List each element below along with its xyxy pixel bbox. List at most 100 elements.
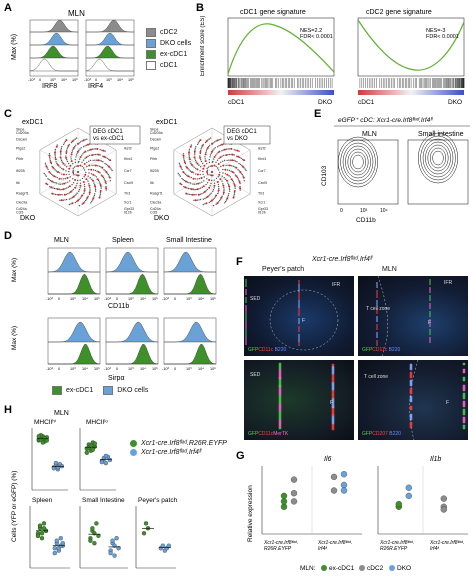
panel-c-left-box	[89, 125, 141, 145]
gene-dot	[220, 165, 222, 168]
gene-dot	[88, 168, 90, 171]
gene-dot	[70, 141, 73, 144]
hist-tick: 10³	[186, 297, 192, 301]
gene-dot	[213, 197, 215, 199]
gene-dot	[188, 193, 191, 196]
panel-g-scatter: Relative expression Il6 Il1b Xcr1-cre.Ir…	[247, 456, 468, 572]
cell-dot	[278, 390, 282, 394]
gene-dot	[48, 153, 51, 155]
swatch	[146, 28, 156, 37]
gene-dot	[48, 179, 50, 181]
gene-dot	[54, 151, 56, 154]
gene-dot	[87, 150, 89, 152]
gene-dot	[196, 173, 199, 176]
gene-dot	[79, 184, 82, 187]
gene-dot	[188, 156, 191, 159]
cell-dot	[245, 307, 247, 309]
legend-text: DKO cells	[160, 40, 192, 47]
cell-dot	[331, 389, 335, 393]
contour-line	[425, 141, 451, 175]
data-point	[110, 538, 115, 543]
gene-dot	[228, 190, 231, 192]
gene-dot	[63, 193, 66, 196]
cell-dot	[331, 423, 335, 427]
gene-dot	[232, 165, 234, 167]
gene-dot	[87, 155, 89, 157]
gene-dot	[85, 178, 88, 181]
label-f: F	[446, 400, 450, 406]
panel-b-ylabel: Enrichment score (ES)	[200, 16, 206, 76]
hist-tick: -10³	[162, 297, 169, 301]
gene-dot	[109, 180, 112, 182]
gene-label: Pilrb	[16, 157, 23, 161]
gene-dot	[205, 202, 208, 205]
gene-dot	[194, 178, 196, 180]
cell-dot	[298, 300, 300, 302]
gene-dot	[229, 176, 232, 178]
gene-dot	[63, 142, 66, 144]
cell-dot	[462, 396, 466, 400]
cell-dot	[376, 308, 378, 310]
gene-dot	[202, 198, 205, 200]
gene-dot	[221, 155, 223, 157]
gene-dot	[187, 175, 190, 178]
gene-dot	[102, 149, 105, 152]
cell-dot	[376, 342, 378, 344]
gene-dot	[56, 163, 59, 166]
gene-dot	[214, 147, 216, 149]
panel-b-right-frame	[357, 17, 465, 77]
gene-dot	[53, 193, 55, 195]
gene-dot	[228, 169, 231, 172]
gene-dot	[50, 173, 53, 175]
gene-dot	[188, 153, 190, 156]
gene-dot	[221, 195, 223, 197]
gene-dot	[217, 201, 220, 203]
hist-curve	[86, 32, 134, 46]
gene-dot	[210, 192, 212, 194]
hist-tick: 0	[95, 78, 97, 82]
label-ifr: IFR	[444, 280, 453, 286]
cell-dot	[331, 369, 335, 373]
cell-dot	[245, 299, 247, 301]
gene-dot	[214, 196, 216, 198]
cell-dot	[429, 299, 431, 301]
cell-dot	[429, 311, 431, 313]
gene-dot	[83, 201, 86, 203]
gene-dot	[75, 174, 77, 176]
gene-dot	[199, 193, 202, 195]
contour-line	[352, 154, 364, 170]
data-point	[340, 481, 348, 489]
gene-dot	[190, 144, 192, 146]
gene-dot	[99, 172, 101, 174]
data-point	[440, 506, 447, 513]
cell-dot	[298, 292, 300, 294]
gene-dot	[204, 203, 206, 205]
data-point	[99, 459, 105, 465]
gene-dot	[104, 181, 107, 183]
label-tcz: T cell zone	[366, 306, 391, 312]
gene-dot	[213, 164, 216, 167]
gene-dot	[109, 167, 111, 169]
box-line: vs DKO	[227, 136, 248, 142]
gene-dot	[194, 154, 196, 156]
panel-g-gene-1: Il6	[324, 456, 332, 463]
cell-dot	[462, 386, 466, 390]
gene-dot	[79, 182, 82, 184]
cell-dot	[245, 321, 247, 323]
gene-dot	[195, 188, 197, 191]
gene-dot	[206, 147, 209, 149]
gene-dot	[221, 180, 223, 182]
gene-dot	[212, 149, 214, 151]
gene-dot	[208, 138, 210, 140]
gene-dot	[208, 186, 211, 189]
gene-dot	[200, 160, 203, 163]
gene-dot	[205, 197, 207, 199]
gene-dot	[54, 148, 57, 151]
gene-dot	[242, 175, 244, 177]
gene-dot	[91, 199, 94, 201]
hist-curve	[106, 321, 159, 343]
swatch	[130, 449, 137, 456]
cell-dot	[278, 410, 282, 414]
gene-dot	[88, 149, 91, 151]
